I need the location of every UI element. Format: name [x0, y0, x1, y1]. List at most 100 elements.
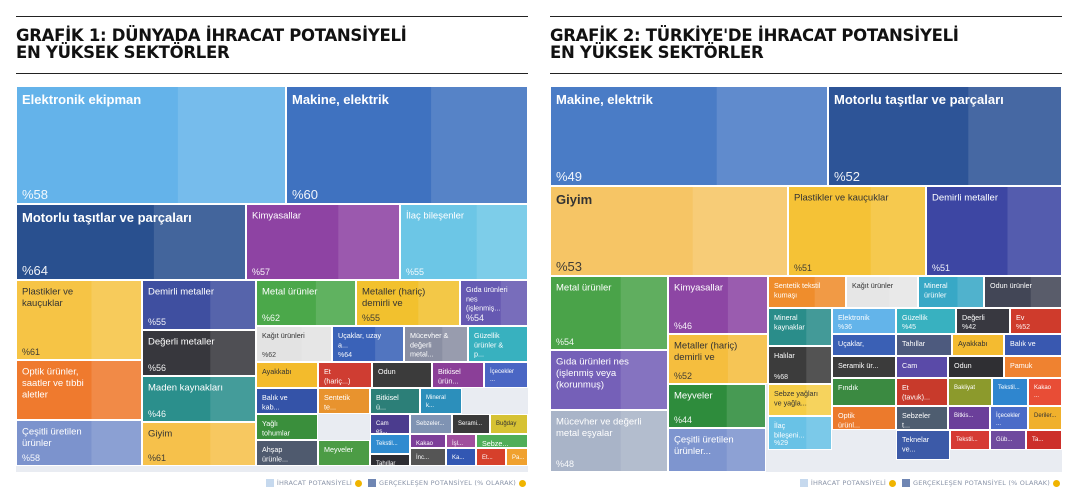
tile-degerli-metaller[interactable]: Değerli metaller %56 — [142, 330, 256, 376]
tile-kagit-urunler[interactable]: Kağıt ürünler — [846, 276, 918, 308]
tile-halilar[interactable]: Halılar %68 — [768, 346, 832, 384]
info-icon[interactable] — [519, 479, 526, 487]
tile-kimyasallar[interactable]: Kimyasallar %57 — [246, 204, 400, 280]
tile-demirli-metaller[interactable]: Demirli metaller %55 — [142, 280, 256, 330]
tile-serami[interactable]: Serami... — [452, 414, 490, 434]
tile-gida-urunleri-nes-islenmis-veya-korunmus[interactable]: Gıda ürünleri nes (işlenmiş veya (korunmuş… — [550, 350, 668, 410]
tile-potential-shade — [620, 276, 668, 350]
tile-ucaklar-uz[interactable]: Uçaklar, — [832, 334, 896, 356]
tile-odun[interactable]: Odun — [948, 356, 1004, 378]
info-icon[interactable] — [889, 479, 897, 487]
info-icon[interactable] — [1053, 479, 1060, 487]
tile-tekstil[interactable]: Tekstil... — [370, 434, 410, 454]
tile-sebzeler[interactable]: Sebzeler... — [410, 414, 452, 434]
tile-i-sl[interactable]: İşl... — [446, 434, 476, 448]
tile-cesitli-uretilen-urunler[interactable]: Çeşitli üretilen ürünler %58 — [16, 420, 142, 466]
tile-mineral-k[interactable]: Mineral k... — [420, 388, 462, 414]
tile-kagit-urunleri[interactable]: Kağıt ürünleri %62 — [256, 326, 332, 362]
tile-label: İlaç bileşeni... — [774, 421, 804, 439]
tile-maden-kaynaklari[interactable]: Maden kaynakları %46 — [142, 376, 256, 422]
tile-kakao[interactable]: Kakao — [410, 434, 446, 448]
tile-sebzeler-t[interactable]: Sebzeler t... — [896, 406, 948, 430]
tile-metaller-haric-demirli-ve-kiymetli[interactable]: Metaller (hariç) demirli ve %55 — [356, 280, 460, 326]
tile-ka[interactable]: Ka... — [446, 448, 476, 466]
tile-bugday[interactable]: Buğday — [490, 414, 528, 434]
tile-tahillar-isle[interactable]: Tahıllar — [896, 334, 952, 356]
tile-i-lac-bileseni[interactable]: İlaç bileşeni...%29 — [768, 416, 832, 450]
tile-et-haric[interactable]: Et (hariç...) — [318, 362, 372, 388]
tile-deriler[interactable]: Deriler... — [1028, 406, 1062, 430]
tile-et[interactable]: Et... — [476, 448, 506, 466]
tile-pct-label: %48 — [556, 459, 574, 469]
tile-ayakkabi[interactable]: Ayakkabı — [256, 362, 318, 388]
tile-pct-label: %64 — [22, 263, 48, 278]
tile-pa[interactable]: Pa... — [506, 448, 528, 466]
tile-motorlu-tasitlar-ve-parcalari[interactable]: Motorlu taşıtlar ve parçaları %52 — [828, 86, 1062, 186]
tile-cesitli-uretilen-urunler[interactable]: Çeşitli üretilen ürünler... — [668, 428, 766, 472]
tile-ucaklar-uzay-a[interactable]: Uçaklar, uzay a... %64 — [332, 326, 404, 362]
tile-sentetik-te[interactable]: Sentetik te... — [318, 388, 370, 414]
tile-mineral-kaynaklar[interactable]: Mineral kaynaklar — [768, 308, 832, 346]
tile-plastikler-ve-kaucuklar[interactable]: Plastikler ve kauçuklar %61 — [16, 280, 142, 360]
tile-i-lac-bilesenler[interactable]: İlaç bileşenler %55 — [400, 204, 528, 280]
tile-metal-urunler[interactable]: Metal ürünler %54 — [550, 276, 668, 350]
tile-cam-es[interactable]: Cam eş... — [370, 414, 410, 436]
tile-bakliyat[interactable]: Bakliyat — [948, 378, 992, 406]
tile-sentetik-tekstil-kumasi[interactable]: Sentetik tekstil kumaşı — [768, 276, 846, 308]
tile-elektronik-e[interactable]: Elektronik %36 — [832, 308, 896, 334]
tile-degerli-me[interactable]: Değerli %42 — [956, 308, 1010, 334]
tile-label: Kakao... — [1034, 385, 1052, 399]
tile-optik-urunl[interactable]: Optik ürünl... — [832, 406, 896, 430]
tile-bitkisel-urun[interactable]: Bitkisel ürün... — [432, 362, 484, 388]
tile-balik-ve-ka[interactable]: Balık ve — [1004, 334, 1062, 356]
tile-tahillar[interactable]: Tahıllar — [370, 454, 410, 468]
tile-yagli-tohumlar[interactable]: Yağlı tohumlar — [256, 414, 318, 440]
tile-ev-tekstili[interactable]: Ev %52 — [1010, 308, 1062, 334]
tile-makine-elektrik[interactable]: Makine, elektrik %49 — [550, 86, 828, 186]
tile-demirli-metaller[interactable]: Demirli metaller %51 — [926, 186, 1062, 276]
tile-sebze[interactable]: Sebze... — [476, 434, 528, 449]
tile-et-tavuk[interactable]: Et (tavuk)... — [896, 378, 948, 406]
tile-i-cecekler[interactable]: İçecekler... — [484, 362, 528, 388]
tile-seramik-ur[interactable]: Seramik ür... — [832, 356, 896, 378]
tile-bitkis[interactable]: Bitkis... — [948, 406, 990, 430]
tile-mucevher-degerli-metal[interactable]: Mücevher & değerli metal... — [404, 326, 468, 362]
tile-metaller-haric-demirli-ve-kiymetli[interactable]: Metaller (hariç) demirli ve %52 — [668, 334, 768, 384]
tile-tekstil[interactable]: Tekstil... — [992, 378, 1028, 406]
tile-gida-urunleri-nes-islenmis[interactable]: Gıda ürünleri nes (işlenmiş...%54 — [460, 280, 528, 326]
tile-makine-elektrik[interactable]: Makine, elektrik %60 — [286, 86, 528, 204]
tile-guzellik-urunler-p[interactable]: Güzellik ürünler & p... — [468, 326, 528, 362]
tile-meyveler[interactable]: Meyveler — [318, 440, 370, 466]
tile-optik-urunler-saatler-ve-tibbi-aletler[interactable]: Optik ürünler, saatler ve tıbbi aletler — [16, 360, 142, 420]
tile-findik[interactable]: Fındık — [832, 378, 896, 406]
tile-cam-esyalar[interactable]: Cam — [896, 356, 948, 378]
tile-teknelar-ve[interactable]: Teknelar ve... — [896, 430, 950, 460]
tile-giyim[interactable]: Giyim %53 — [550, 186, 788, 276]
tile-potential-shade — [806, 416, 832, 450]
tile-kakao[interactable]: Kakao... — [1028, 378, 1062, 406]
tile-odun-urunler[interactable]: Odun ürünler — [984, 276, 1062, 308]
tile-motorlu-tasitlar-ve-parcalari[interactable]: Motorlu taşıtlar ve parçaları %64 — [16, 204, 246, 280]
tile-bitkisel-u[interactable]: Bitkisel ü... — [370, 388, 420, 414]
tile-metal-urunler[interactable]: Metal ürünler %62 — [256, 280, 356, 326]
tile-ayakkabi[interactable]: Ayakkabı — [952, 334, 1004, 356]
tile-mineral-urunler[interactable]: Mineral ürünler — [918, 276, 984, 308]
tile-odun[interactable]: Odun — [372, 362, 432, 388]
tile-elektronik-ekipman[interactable]: Elektronik ekipman %58 — [16, 86, 286, 204]
tile-i-nc[interactable]: İnc... — [410, 448, 446, 466]
tile-mucevher-ve-degerli-metal-esyalar[interactable]: Mücevher ve değerli metal eşyalar %48 — [550, 410, 668, 472]
info-icon[interactable] — [355, 479, 363, 487]
tile-balik-ve-kab[interactable]: Balık ve kab... — [256, 388, 318, 414]
tile-guzellik-urun[interactable]: Güzellik %45 — [896, 308, 956, 334]
tile-kimyasallar[interactable]: Kimyasallar %46 — [668, 276, 768, 334]
tile-plastikler-ve-kaucuklar[interactable]: Plastikler ve kauçuklar %51 — [788, 186, 926, 276]
tile-sebze-yaglari-ve-yagla[interactable]: Sebze yağları ve yağla... — [768, 384, 832, 416]
tile-giyim[interactable]: Giyim %61 — [142, 422, 256, 466]
tile-tekstil[interactable]: Tekstil... — [950, 430, 990, 450]
tile-i-cecekler[interactable]: İçecekler... — [990, 406, 1028, 430]
tile-ta[interactable]: Ta... — [1026, 430, 1062, 450]
tile-ahsap-urunle[interactable]: Ahşap ürünle... — [256, 440, 318, 466]
tile-pamuk-ku[interactable]: Pamuk — [1004, 356, 1062, 378]
tile-meyveler[interactable]: Meyveler %44 — [668, 384, 766, 428]
tile-gub[interactable]: Güb... — [990, 430, 1026, 450]
